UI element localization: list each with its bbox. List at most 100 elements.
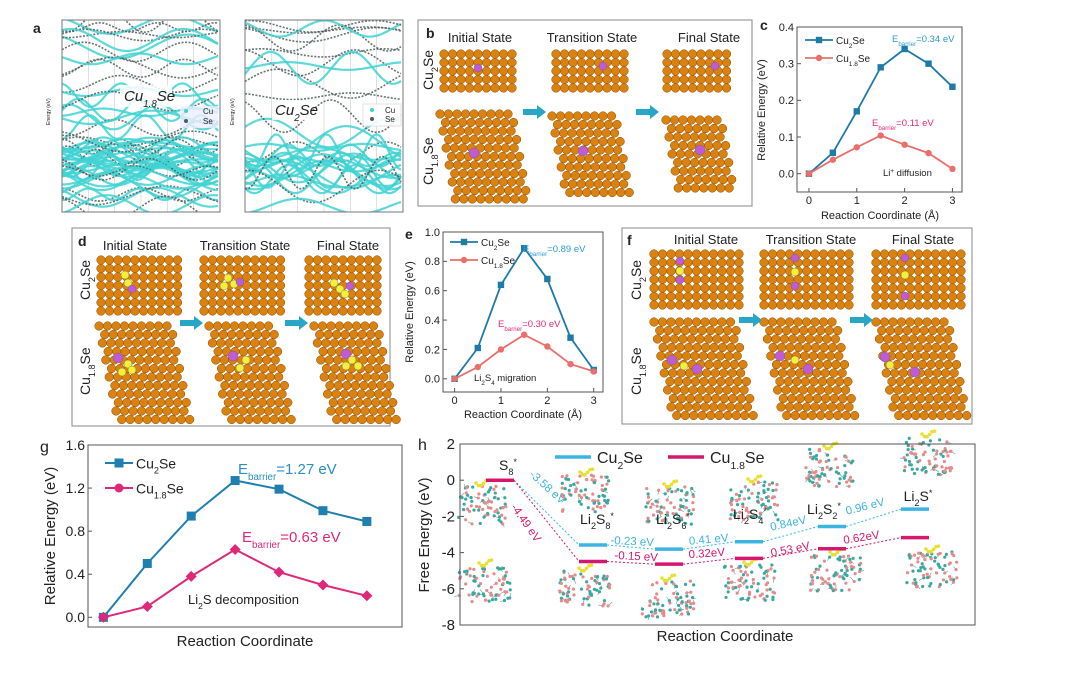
cu-atom [913,249,924,259]
cu-atom [327,346,337,357]
atom [689,590,693,594]
cu-atom [683,257,693,268]
cu-atom [366,414,376,425]
x-axis-label: Reaction Coordinate (Å) [464,408,582,421]
atom [846,554,851,558]
li-atom [790,253,800,263]
cu-atom [498,49,509,59]
cu-atom [939,300,949,310]
cu-atom [338,306,348,316]
cu-atom [564,111,574,121]
cu-atom [129,346,139,357]
cu-atom [586,119,597,130]
cu-atom [745,393,755,404]
cu-atom [155,263,166,274]
atom [849,461,853,465]
cu-atom [701,174,711,185]
cu-atom [822,359,833,370]
atom [588,589,592,594]
cu-atom [684,174,694,185]
cu-atom [686,115,697,125]
cu-atom [793,402,803,412]
cu-atom [130,297,140,308]
cu-atom [696,166,706,176]
cu-atom [911,410,921,421]
atom [773,569,777,573]
li-atom [577,145,589,157]
cu-atom [599,162,609,172]
atom [647,614,651,618]
cu-atom [495,134,505,145]
s-atom [329,278,339,288]
cu-atom [714,385,724,395]
cu-atom [810,291,820,302]
cu-atom [810,249,820,259]
atom [733,511,737,515]
cu-atom [725,317,736,327]
cu-atom [464,126,474,136]
cu-atom [927,385,937,395]
cu-atom [355,272,365,282]
cu-atom [691,257,702,268]
atom [497,515,502,519]
cu-atom [722,385,732,395]
cu-atom [657,291,668,302]
cu-atom [357,389,367,399]
sulfur-atom [667,576,672,581]
atom [579,572,583,576]
atom [664,581,668,586]
cu-atom [734,283,744,293]
cu-atom [350,380,360,391]
cu-atom [784,402,795,412]
cu-atom [552,119,563,130]
atom [816,474,820,478]
y-tick-label: 0.3 [779,59,794,71]
process-note: Li2S decomposition [188,592,299,611]
atom [834,571,838,575]
cu-atom [679,49,689,59]
cu-atom [675,342,685,353]
panel-d-frame [71,227,391,427]
cu-atom [498,177,508,187]
s-atom [223,273,233,283]
atom [843,464,847,468]
cu-atom [818,266,829,276]
cu-atom [673,157,683,168]
structure-cu2se-2 [644,479,696,526]
atom [853,572,857,576]
atom [502,598,507,603]
atom [679,498,683,502]
atom [738,565,742,569]
atom [655,517,659,521]
cu-atom [304,255,314,265]
atom [907,459,912,464]
data-point [274,484,284,494]
cu-atom [712,115,722,125]
cu-atom [766,351,776,361]
band-line [62,138,219,151]
atom [820,472,824,476]
cu-atom [226,389,236,399]
cu-atom [439,57,449,68]
cu-atom [391,414,401,425]
s-atom [123,278,133,288]
cu-atom [888,291,898,302]
structure-cu18se-1 [557,563,613,608]
atom [943,571,947,575]
cu-atom [261,329,271,340]
cu-atom [947,257,958,268]
atom [481,573,485,578]
cu-atom [324,355,334,365]
intermediate-label: S8* [499,457,517,477]
y-tick-label: -2 [442,508,455,525]
cu-atom [275,255,286,265]
cu-atom [369,346,379,357]
cu-atom [478,185,488,196]
atom [737,578,741,582]
cu-atom [689,325,699,336]
cu-atom [683,266,693,276]
atom [750,585,754,589]
atom [825,568,829,572]
cu-atom [943,359,953,370]
atom [840,588,844,592]
